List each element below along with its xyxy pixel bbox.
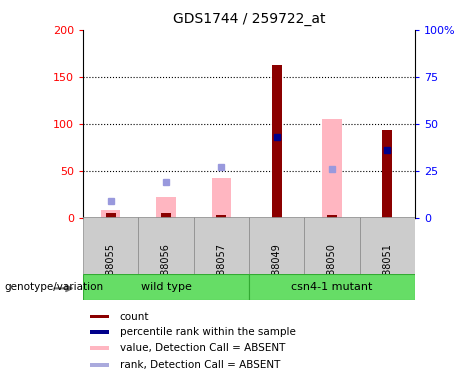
Bar: [194, 217, 249, 274]
Bar: [161, 213, 171, 217]
Bar: [382, 130, 392, 218]
Bar: [90, 346, 109, 350]
Text: count: count: [120, 312, 149, 322]
Text: GSM88050: GSM88050: [327, 243, 337, 296]
Text: GSM88049: GSM88049: [272, 243, 282, 296]
Bar: [212, 178, 231, 218]
Bar: [360, 217, 415, 274]
Text: GSM88055: GSM88055: [106, 243, 116, 296]
Bar: [106, 213, 116, 217]
Text: csn4-1 mutant: csn4-1 mutant: [291, 282, 372, 292]
Bar: [156, 197, 176, 217]
Bar: [304, 217, 360, 274]
Text: GSM88056: GSM88056: [161, 243, 171, 296]
Bar: [90, 363, 109, 367]
Bar: [83, 274, 249, 300]
Bar: [101, 210, 120, 218]
Text: GSM88051: GSM88051: [382, 243, 392, 296]
Bar: [249, 274, 415, 300]
Text: value, Detection Call = ABSENT: value, Detection Call = ABSENT: [120, 343, 285, 353]
Text: percentile rank within the sample: percentile rank within the sample: [120, 327, 296, 337]
Text: rank, Detection Call = ABSENT: rank, Detection Call = ABSENT: [120, 360, 280, 370]
Bar: [327, 214, 337, 217]
Bar: [249, 217, 304, 274]
Bar: [138, 217, 194, 274]
Bar: [90, 315, 109, 318]
Bar: [322, 119, 342, 218]
Title: GDS1744 / 259722_at: GDS1744 / 259722_at: [173, 12, 325, 26]
Bar: [272, 64, 282, 218]
Bar: [216, 214, 226, 217]
Text: wild type: wild type: [141, 282, 191, 292]
Bar: [90, 330, 109, 334]
Bar: [83, 217, 138, 274]
Text: GSM88057: GSM88057: [216, 243, 226, 296]
Text: genotype/variation: genotype/variation: [5, 282, 104, 292]
